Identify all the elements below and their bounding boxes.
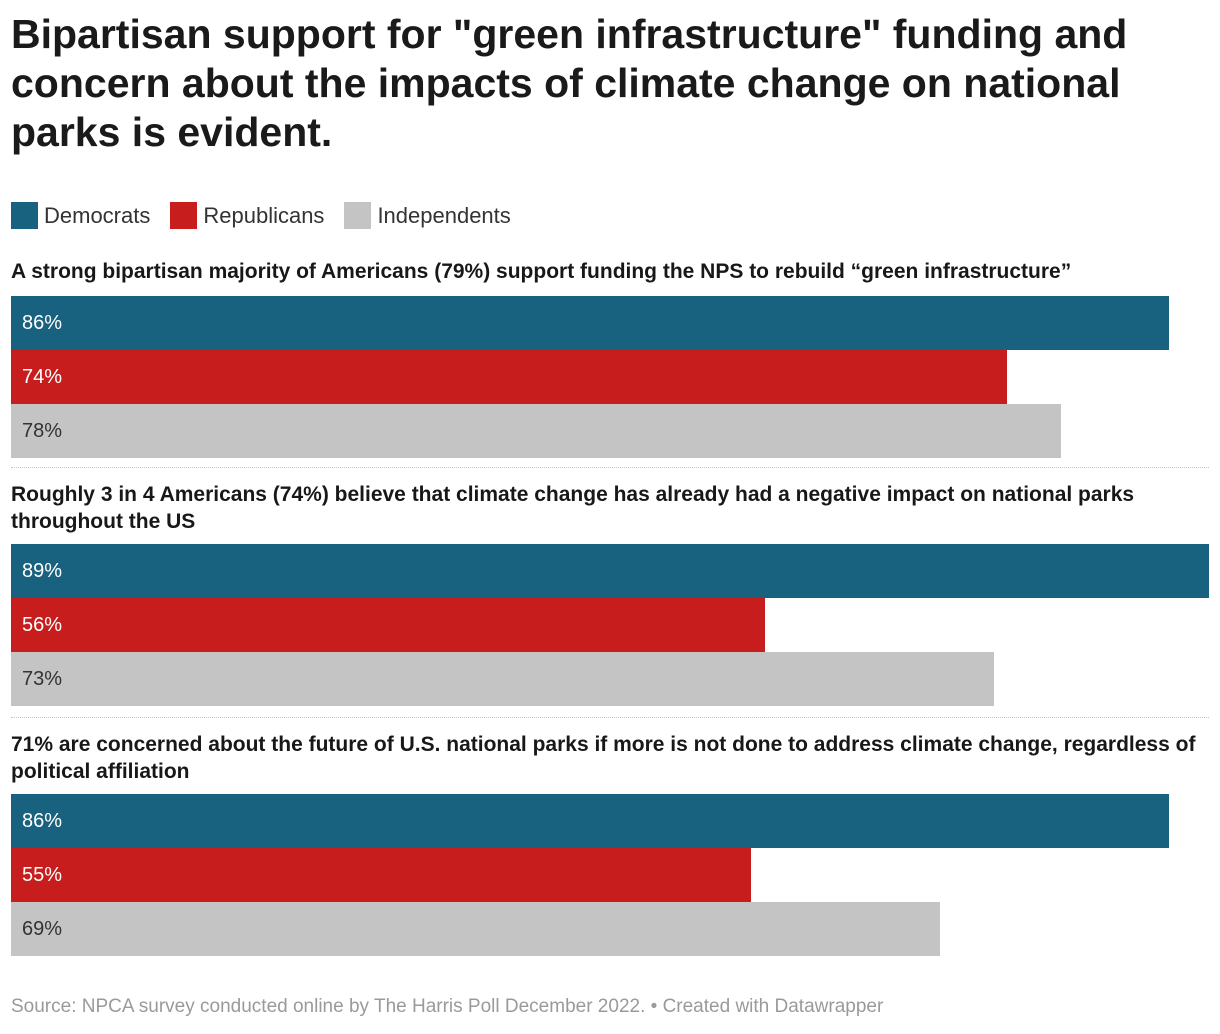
group-title-3: 71% are concerned about the future of U.… — [11, 733, 1196, 783]
legend-label-republicans: Republicans — [203, 202, 325, 228]
legend-item-republicans: Republicans — [170, 202, 324, 229]
legend-swatch-republicans — [170, 202, 198, 229]
bar-label-republicans-group-1: 74% — [22, 365, 63, 388]
bar-label-republicans-group-3: 55% — [22, 863, 63, 886]
bar-democrats-group-1: 86% — [11, 296, 1169, 350]
bar-independents-group-1: 78% — [11, 404, 1061, 458]
source-footer: Source: NPCA survey conducted online by … — [11, 996, 884, 1017]
bar-independents-group-3: 69% — [11, 902, 940, 956]
chart-group-1: A strong bipartisan majority of American… — [11, 258, 1209, 462]
group-title-1: A strong bipartisan majority of American… — [11, 260, 1072, 283]
chart-group-3: 71% are concerned about the future of U.… — [11, 731, 1209, 961]
legend-item-democrats: Democrats — [11, 202, 150, 229]
legend-item-independents: Independents — [344, 202, 511, 229]
group-title-2: Roughly 3 in 4 Americans (74%) believe t… — [11, 483, 1135, 533]
bar-label-independents-group-1: 78% — [22, 419, 63, 442]
bar-label-democrats-group-1: 86% — [22, 311, 63, 334]
bar-independents-group-2: 73% — [11, 652, 994, 706]
chart-title: Bipartisan support for "green infrastruc… — [11, 11, 1128, 155]
bar-label-democrats-group-2: 89% — [22, 559, 63, 582]
bar-republicans-group-1: 74% — [11, 350, 1008, 404]
bar-republicans-group-2: 56% — [11, 598, 765, 652]
bar-label-republicans-group-2: 56% — [22, 613, 63, 636]
bar-label-independents-group-2: 73% — [22, 667, 63, 690]
legend-label-democrats: Democrats — [44, 202, 151, 228]
bar-label-independents-group-3: 69% — [22, 917, 63, 940]
group-divider-1 — [11, 467, 1209, 468]
group-divider-2 — [11, 717, 1209, 718]
legend-swatch-independents — [344, 202, 372, 229]
legend: Democrats Republicans Independents — [11, 202, 531, 229]
chart-group-2: Roughly 3 in 4 Americans (74%) believe t… — [11, 481, 1209, 711]
bar-republicans-group-3: 55% — [11, 848, 752, 902]
bar-label-democrats-group-3: 86% — [22, 809, 63, 832]
legend-swatch-democrats — [11, 202, 38, 229]
bar-democrats-group-2: 89% — [11, 544, 1209, 598]
legend-label-independents: Independents — [377, 202, 511, 228]
bar-democrats-group-3: 86% — [11, 794, 1169, 848]
